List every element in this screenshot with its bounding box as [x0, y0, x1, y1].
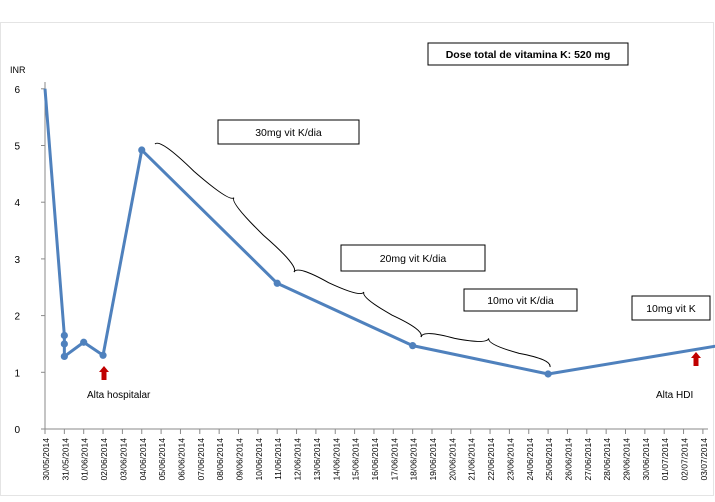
- x-tick-label: 30/05/2014: [41, 438, 51, 481]
- x-tick-label: 11/06/2014: [273, 438, 283, 480]
- x-tick-label: 27/06/2014: [583, 438, 593, 481]
- y-tick-label: 5: [14, 142, 20, 153]
- x-tick-label: 13/06/2014: [312, 438, 322, 481]
- x-tick-label: 12/06/2014: [293, 438, 303, 481]
- x-tick-label: 06/06/2014: [176, 438, 186, 481]
- data-point: [60, 352, 68, 361]
- y-tick-label: 1: [14, 368, 20, 379]
- x-tick-label: 16/06/2014: [370, 438, 380, 481]
- dose-30-text: 30mg vit K/dia: [255, 127, 322, 139]
- x-tick-label: 03/07/2014: [699, 438, 709, 481]
- data-point: [99, 351, 107, 359]
- data-point: [60, 331, 68, 340]
- y-axis-label: INR: [10, 65, 26, 75]
- x-tick-label: 09/06/2014: [235, 438, 245, 481]
- x-tick-label: 19/06/2014: [428, 438, 438, 481]
- data-point: [60, 340, 68, 348]
- dose-10-single-box: [631, 295, 711, 321]
- chart-frame: [0, 22, 714, 496]
- x-tick-label: 31/05/2014: [60, 438, 70, 481]
- discharge-arrow-hospital-icon: [99, 366, 109, 380]
- x-tick-label: 03/06/2014: [118, 438, 128, 481]
- dose-period-brace: [154, 142, 296, 273]
- data-point: [138, 146, 146, 154]
- x-tick-label: 22/06/2014: [486, 438, 496, 481]
- x-tick-label: 08/06/2014: [215, 438, 225, 481]
- dose-20-box: [340, 244, 486, 272]
- x-tick-label: 04/06/2014: [138, 438, 148, 481]
- x-tick-label: 10/06/2014: [254, 438, 264, 481]
- x-tick-label: 15/06/2014: [351, 438, 361, 481]
- x-tick-label: 02/06/2014: [99, 438, 109, 481]
- x-tick-label: 01/06/2014: [80, 438, 90, 481]
- x-tick-label: 28/06/2014: [602, 438, 612, 481]
- x-tick-label: 14/06/2014: [331, 438, 341, 481]
- series-line: [43, 88, 715, 376]
- x-tick-label: 01/07/2014: [660, 438, 670, 481]
- data-point: [80, 338, 88, 346]
- dose-period-brace: [293, 269, 422, 338]
- x-tick-label: 30/06/2014: [641, 438, 651, 481]
- x-tick-label: 26/06/2014: [563, 438, 573, 481]
- data-point: [544, 370, 552, 378]
- x-tick-label: 17/06/2014: [389, 438, 399, 481]
- x-tick-label: 29/06/2014: [622, 438, 632, 481]
- dose-30-box: [217, 119, 360, 145]
- discharge-arrow-hdi-icon: [691, 352, 701, 366]
- y-tick-label: 6: [14, 85, 20, 96]
- x-tick-label: 02/07/2014: [680, 438, 690, 481]
- dose-period-brace: [420, 333, 551, 368]
- data-point: [409, 342, 417, 350]
- dose-10-single-text: 10mg vit K: [646, 303, 696, 315]
- alta-hdi-label: Alta HDI: [656, 390, 693, 401]
- y-tick-label: 3: [14, 255, 20, 266]
- x-tick-label: 25/06/2014: [544, 438, 554, 481]
- x-tick-label: 20/06/2014: [447, 438, 457, 481]
- x-tick-label: 21/06/2014: [467, 438, 477, 481]
- y-tick-label: 2: [14, 312, 20, 323]
- data-point: [273, 279, 281, 287]
- y-tick-label: 4: [14, 198, 20, 209]
- dose-20-text: 20mg vit K/dia: [380, 253, 447, 265]
- y-tick-label: 0: [14, 425, 20, 436]
- alta-hospitalar-label: Alta hospitalar: [87, 390, 151, 401]
- dose-10-period-text: 10mo vit K/dia: [487, 295, 554, 307]
- x-tick-label: 23/06/2014: [505, 438, 515, 481]
- total-dose-text: Dose total de vitamina K: 520 mg: [446, 49, 611, 61]
- dose-10-period-box: [463, 288, 578, 312]
- x-tick-label: 18/06/2014: [409, 438, 419, 481]
- x-tick-label: 07/06/2014: [196, 438, 206, 481]
- x-tick-label: 24/06/2014: [525, 438, 535, 481]
- total-dose-box: [427, 42, 629, 66]
- x-tick-label: 05/06/2014: [157, 438, 167, 481]
